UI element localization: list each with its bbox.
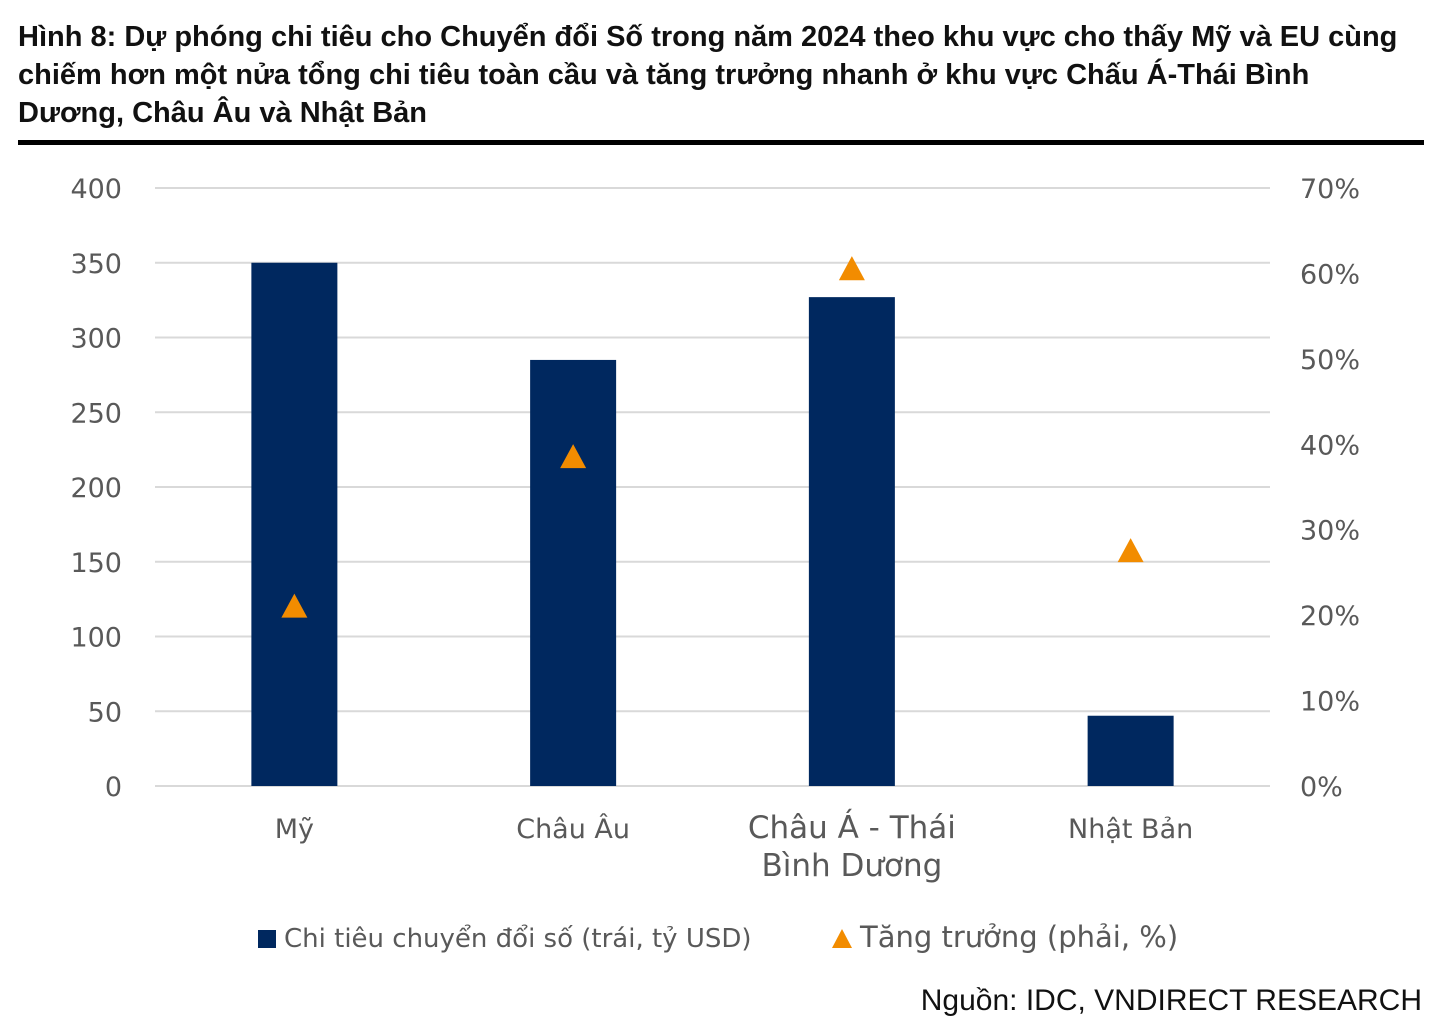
left-tick-label: 250 bbox=[70, 398, 122, 429]
left-tick-label: 50 bbox=[88, 697, 122, 728]
gridlines bbox=[155, 187, 1270, 787]
left-tick-label: 200 bbox=[70, 473, 122, 504]
figure-title: Hình 8: Dự phóng chi tiêu cho Chuyển đổi… bbox=[18, 21, 1398, 129]
source-note: Nguồn: IDC, VNDIRECT RESEARCH bbox=[920, 984, 1422, 1017]
right-tick-label: 70% bbox=[1300, 174, 1360, 205]
growth-marker bbox=[560, 444, 587, 469]
left-tick-label: 400 bbox=[70, 174, 122, 205]
right-tick-label: 10% bbox=[1300, 687, 1360, 718]
legend: Chi tiêu chuyển đổi số (trái, tỷ USD) Tăn… bbox=[258, 920, 1178, 954]
legend-label-marker: Tăng trưởng (phải, %) bbox=[859, 920, 1178, 954]
right-tick-label: 30% bbox=[1300, 516, 1360, 547]
bar bbox=[251, 262, 338, 786]
growth-marker bbox=[1117, 538, 1144, 563]
right-tick-label: 60% bbox=[1300, 259, 1360, 290]
category-label: Châu Âu bbox=[516, 813, 630, 845]
bar-series bbox=[251, 262, 1174, 786]
legend-swatch-bar bbox=[258, 930, 276, 948]
bar bbox=[808, 297, 895, 786]
combo-chart: 0 50 100 150 200 250 300 350 400 0% 10% 20% 30% 40% 5… bbox=[70, 174, 1360, 954]
category-label: Bình Dương bbox=[761, 848, 942, 884]
growth-marker bbox=[838, 256, 865, 281]
growth-marker bbox=[281, 593, 308, 618]
right-tick-label: 0% bbox=[1300, 772, 1343, 803]
right-tick-label: 50% bbox=[1300, 345, 1360, 376]
bar bbox=[530, 359, 617, 786]
category-label: Mỹ bbox=[275, 814, 314, 845]
left-tick-label: 100 bbox=[70, 623, 122, 654]
right-axis-ticks: 0% 10% 20% 30% 40% 50% 60% 70% bbox=[1300, 174, 1360, 803]
right-tick-label: 20% bbox=[1300, 601, 1360, 632]
right-tick-label: 40% bbox=[1300, 430, 1360, 461]
legend-swatch-marker bbox=[832, 929, 852, 948]
left-axis-ticks: 0 50 100 150 200 250 300 350 400 bbox=[70, 174, 122, 803]
left-tick-label: 0 bbox=[105, 772, 122, 803]
category-label: Châu Á - Thái bbox=[748, 810, 956, 846]
category-label: Nhật Bản bbox=[1068, 814, 1193, 845]
legend-label-bar: Chi tiêu chuyển đổi số (trái, tỷ USD) bbox=[284, 923, 752, 954]
left-tick-label: 300 bbox=[70, 324, 122, 355]
title-rule bbox=[18, 140, 1424, 145]
left-tick-label: 350 bbox=[70, 249, 122, 280]
bar bbox=[1087, 715, 1174, 786]
growth-series bbox=[281, 256, 1144, 618]
left-tick-label: 150 bbox=[70, 548, 122, 579]
